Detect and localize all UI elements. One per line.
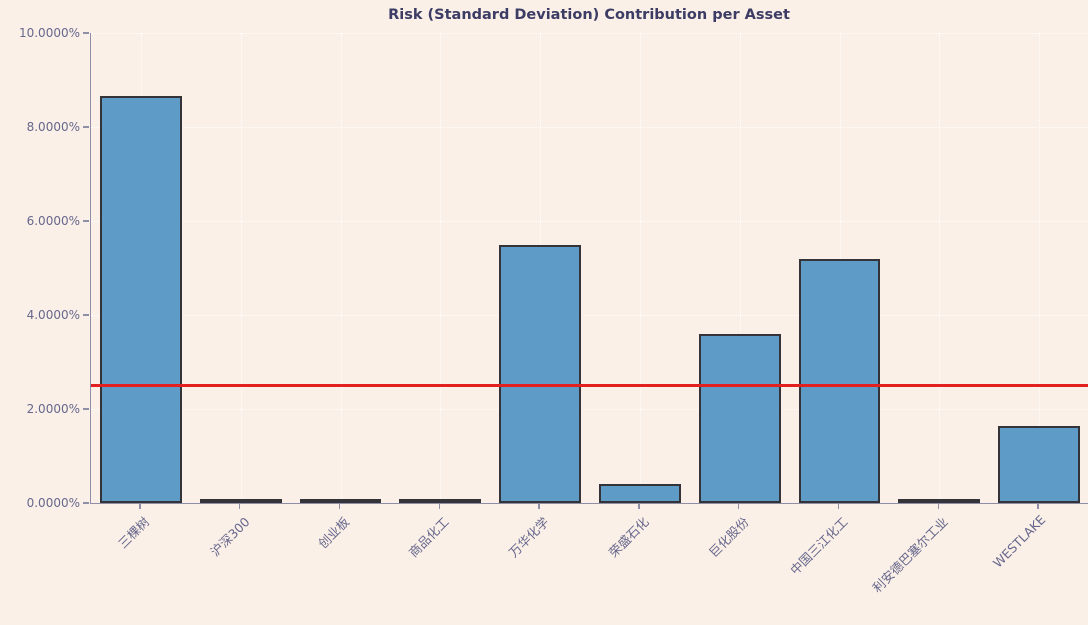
bar	[199, 499, 282, 503]
x-axis-tick	[338, 504, 341, 509]
x-axis-tick-label: 万华化学	[505, 514, 552, 561]
y-axis-tick-label: 4.0000%	[26, 308, 80, 322]
reference-line	[91, 384, 1088, 387]
bar	[299, 499, 382, 503]
vertical-gridline	[240, 33, 242, 503]
horizontal-gridline	[91, 33, 1088, 34]
x-axis-tick-label: 巨化股份	[705, 514, 752, 561]
x-axis-tick	[638, 504, 640, 509]
y-axis-tick-label: 6.0000%	[26, 214, 80, 228]
x-axis-tick	[139, 504, 141, 509]
x-axis-tick-label: 商品化工	[406, 514, 453, 561]
bar	[998, 426, 1080, 503]
horizontal-gridline	[91, 315, 1088, 316]
horizontal-gridline	[91, 409, 1088, 410]
horizontal-gridline	[91, 127, 1088, 128]
vertical-gridline	[639, 33, 641, 503]
y-axis-tick	[83, 220, 89, 222]
x-axis-tick-label: 利安德巴塞尔工业	[869, 514, 952, 596]
vertical-gridline	[1039, 33, 1041, 503]
y-axis-tick	[83, 314, 89, 316]
x-axis-tick-label: 三棵树	[115, 514, 153, 552]
bar	[499, 244, 581, 503]
y-axis-tick-label: 2.0000%	[26, 402, 80, 416]
vertical-gridline	[739, 33, 741, 503]
y-axis-tick	[83, 408, 89, 410]
y-axis-tick	[83, 502, 89, 504]
x-axis-tick-label: 沪深300	[207, 514, 253, 560]
x-axis-tick	[937, 504, 940, 509]
vertical-gridline	[440, 33, 442, 503]
y-axis-tick-label: 0.0000%	[26, 496, 80, 510]
x-axis-tick-label: WESTLAKE	[990, 512, 1049, 571]
vertical-gridline	[340, 33, 342, 503]
x-axis-tick	[737, 504, 740, 509]
horizontal-gridline	[91, 221, 1088, 222]
bar	[99, 96, 182, 503]
y-axis-tick-label: 8.0000%	[26, 120, 80, 134]
bar	[898, 499, 981, 503]
x-axis-tick-label: 中国三江化工	[787, 514, 852, 578]
bar	[399, 499, 482, 503]
x-axis-tick	[1037, 504, 1039, 509]
vertical-gridline	[939, 33, 941, 503]
bar	[698, 333, 781, 503]
chart-title: Risk (Standard Deviation) Contribution p…	[388, 7, 790, 23]
bar	[798, 258, 881, 503]
bar	[598, 484, 681, 503]
x-axis-tick	[538, 504, 540, 509]
y-axis-tick	[83, 32, 89, 34]
x-axis-tick	[238, 504, 241, 509]
y-axis-tick	[83, 126, 89, 128]
x-axis-tick	[837, 504, 840, 509]
x-axis-tick-label: 创业板	[315, 514, 353, 552]
y-axis-tick-label: 10.0000%	[18, 26, 80, 40]
plot-area	[90, 33, 1088, 504]
x-axis-tick-label: 荣盛石化	[605, 514, 652, 561]
x-axis-tick	[438, 504, 441, 509]
